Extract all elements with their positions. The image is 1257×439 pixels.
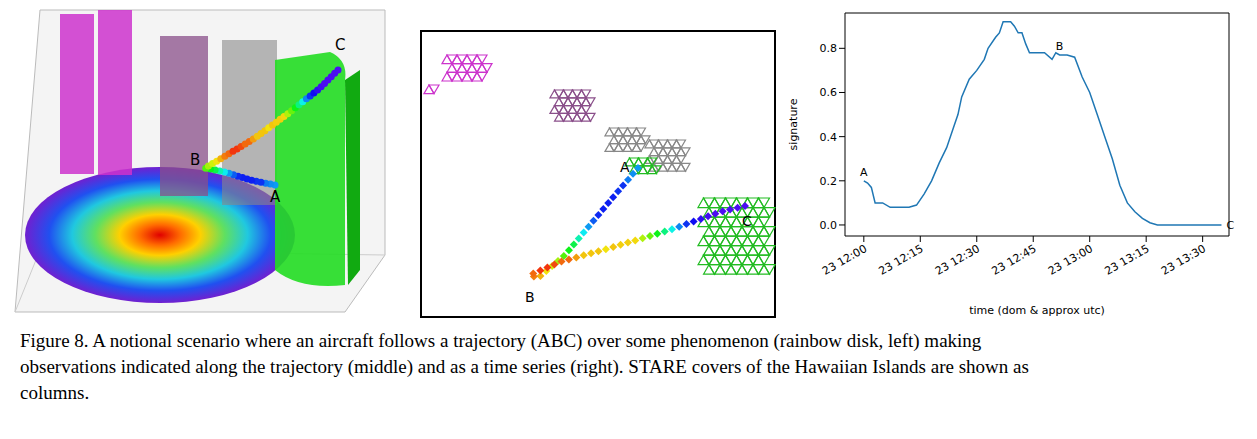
svg-text:23 12:00: 23 12:00	[820, 242, 869, 278]
svg-text:A: A	[620, 159, 630, 175]
svg-text:C: C	[742, 213, 752, 229]
svg-text:23 13:30: 23 13:30	[1159, 242, 1208, 278]
svg-text:23 13:15: 23 13:15	[1102, 242, 1151, 278]
svg-text:0.6: 0.6	[820, 86, 838, 99]
svg-text:C: C	[1226, 219, 1234, 232]
svg-text:23 13:00: 23 13:00	[1046, 242, 1095, 278]
svg-text:0.8: 0.8	[820, 42, 838, 55]
svg-text:signature: signature	[787, 98, 800, 150]
svg-text:B: B	[1056, 40, 1064, 53]
svg-text:0.2: 0.2	[820, 175, 838, 188]
svg-text:C: C	[335, 36, 345, 54]
svg-text:23 12:45: 23 12:45	[990, 242, 1039, 278]
svg-text:0.0: 0.0	[820, 219, 838, 232]
svg-text:time (dom & approx utc): time (dom & approx utc)	[969, 304, 1105, 317]
svg-text:B: B	[525, 289, 535, 305]
svg-text:A: A	[860, 166, 868, 179]
html-text:Figure 8. A notional scenario: Figure 8. A notional scenario where an a…	[20, 330, 1029, 403]
svg-text:0.4: 0.4	[820, 131, 838, 144]
svg-text:23 12:30: 23 12:30	[933, 242, 982, 278]
svg-text:23 12:15: 23 12:15	[877, 242, 926, 278]
svg-text:B: B	[190, 151, 200, 169]
svg-text:A: A	[270, 188, 281, 206]
